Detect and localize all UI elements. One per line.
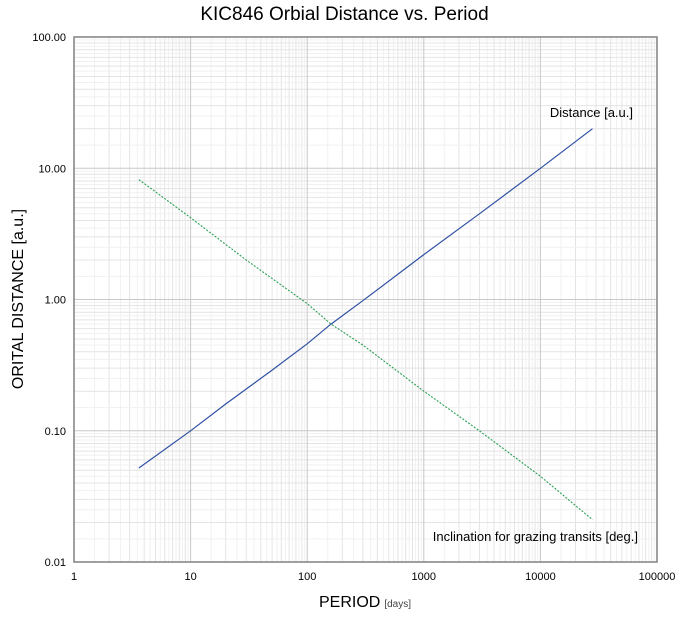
series-label-distance: Distance [a.u.]	[550, 105, 633, 120]
x-tick-label: 100	[298, 571, 316, 583]
x-tick-label: 100000	[639, 571, 676, 583]
series-label-inclination: Inclination for grazing transits [deg.]	[433, 529, 638, 544]
y-tick-label: 1.00	[45, 295, 66, 307]
y-tick-label: 100.00	[32, 32, 66, 44]
x-tick-label: 1	[71, 571, 77, 583]
chart-title: KIC846 Orbial Distance vs. Period	[200, 4, 489, 25]
x-tick-label: 10	[184, 571, 196, 583]
plot-frame	[73, 36, 658, 563]
series-layer	[138, 128, 593, 521]
y-axis-title: ORITAL DISTANCE [a.u.]	[10, 209, 27, 389]
x-tick-label: 1000	[412, 571, 436, 583]
y-tick-label: 0.01	[45, 557, 66, 569]
grid-layer	[74, 37, 657, 562]
series-line-distance	[138, 128, 593, 469]
x-tick-label: 10000	[525, 571, 556, 583]
series-line-inclination	[138, 179, 593, 521]
y-tick-label: 0.10	[45, 426, 66, 438]
annot-layer: Distance [a.u.] Inclination for grazing t…	[433, 105, 638, 544]
y-tick-label: 10.00	[38, 163, 66, 175]
x-axis-title: PERIOD [days]	[319, 594, 411, 611]
tick-layer: 1 10 100 1000 10000 100000 0.01 0.10 1.00 10.00 10…	[32, 32, 675, 583]
